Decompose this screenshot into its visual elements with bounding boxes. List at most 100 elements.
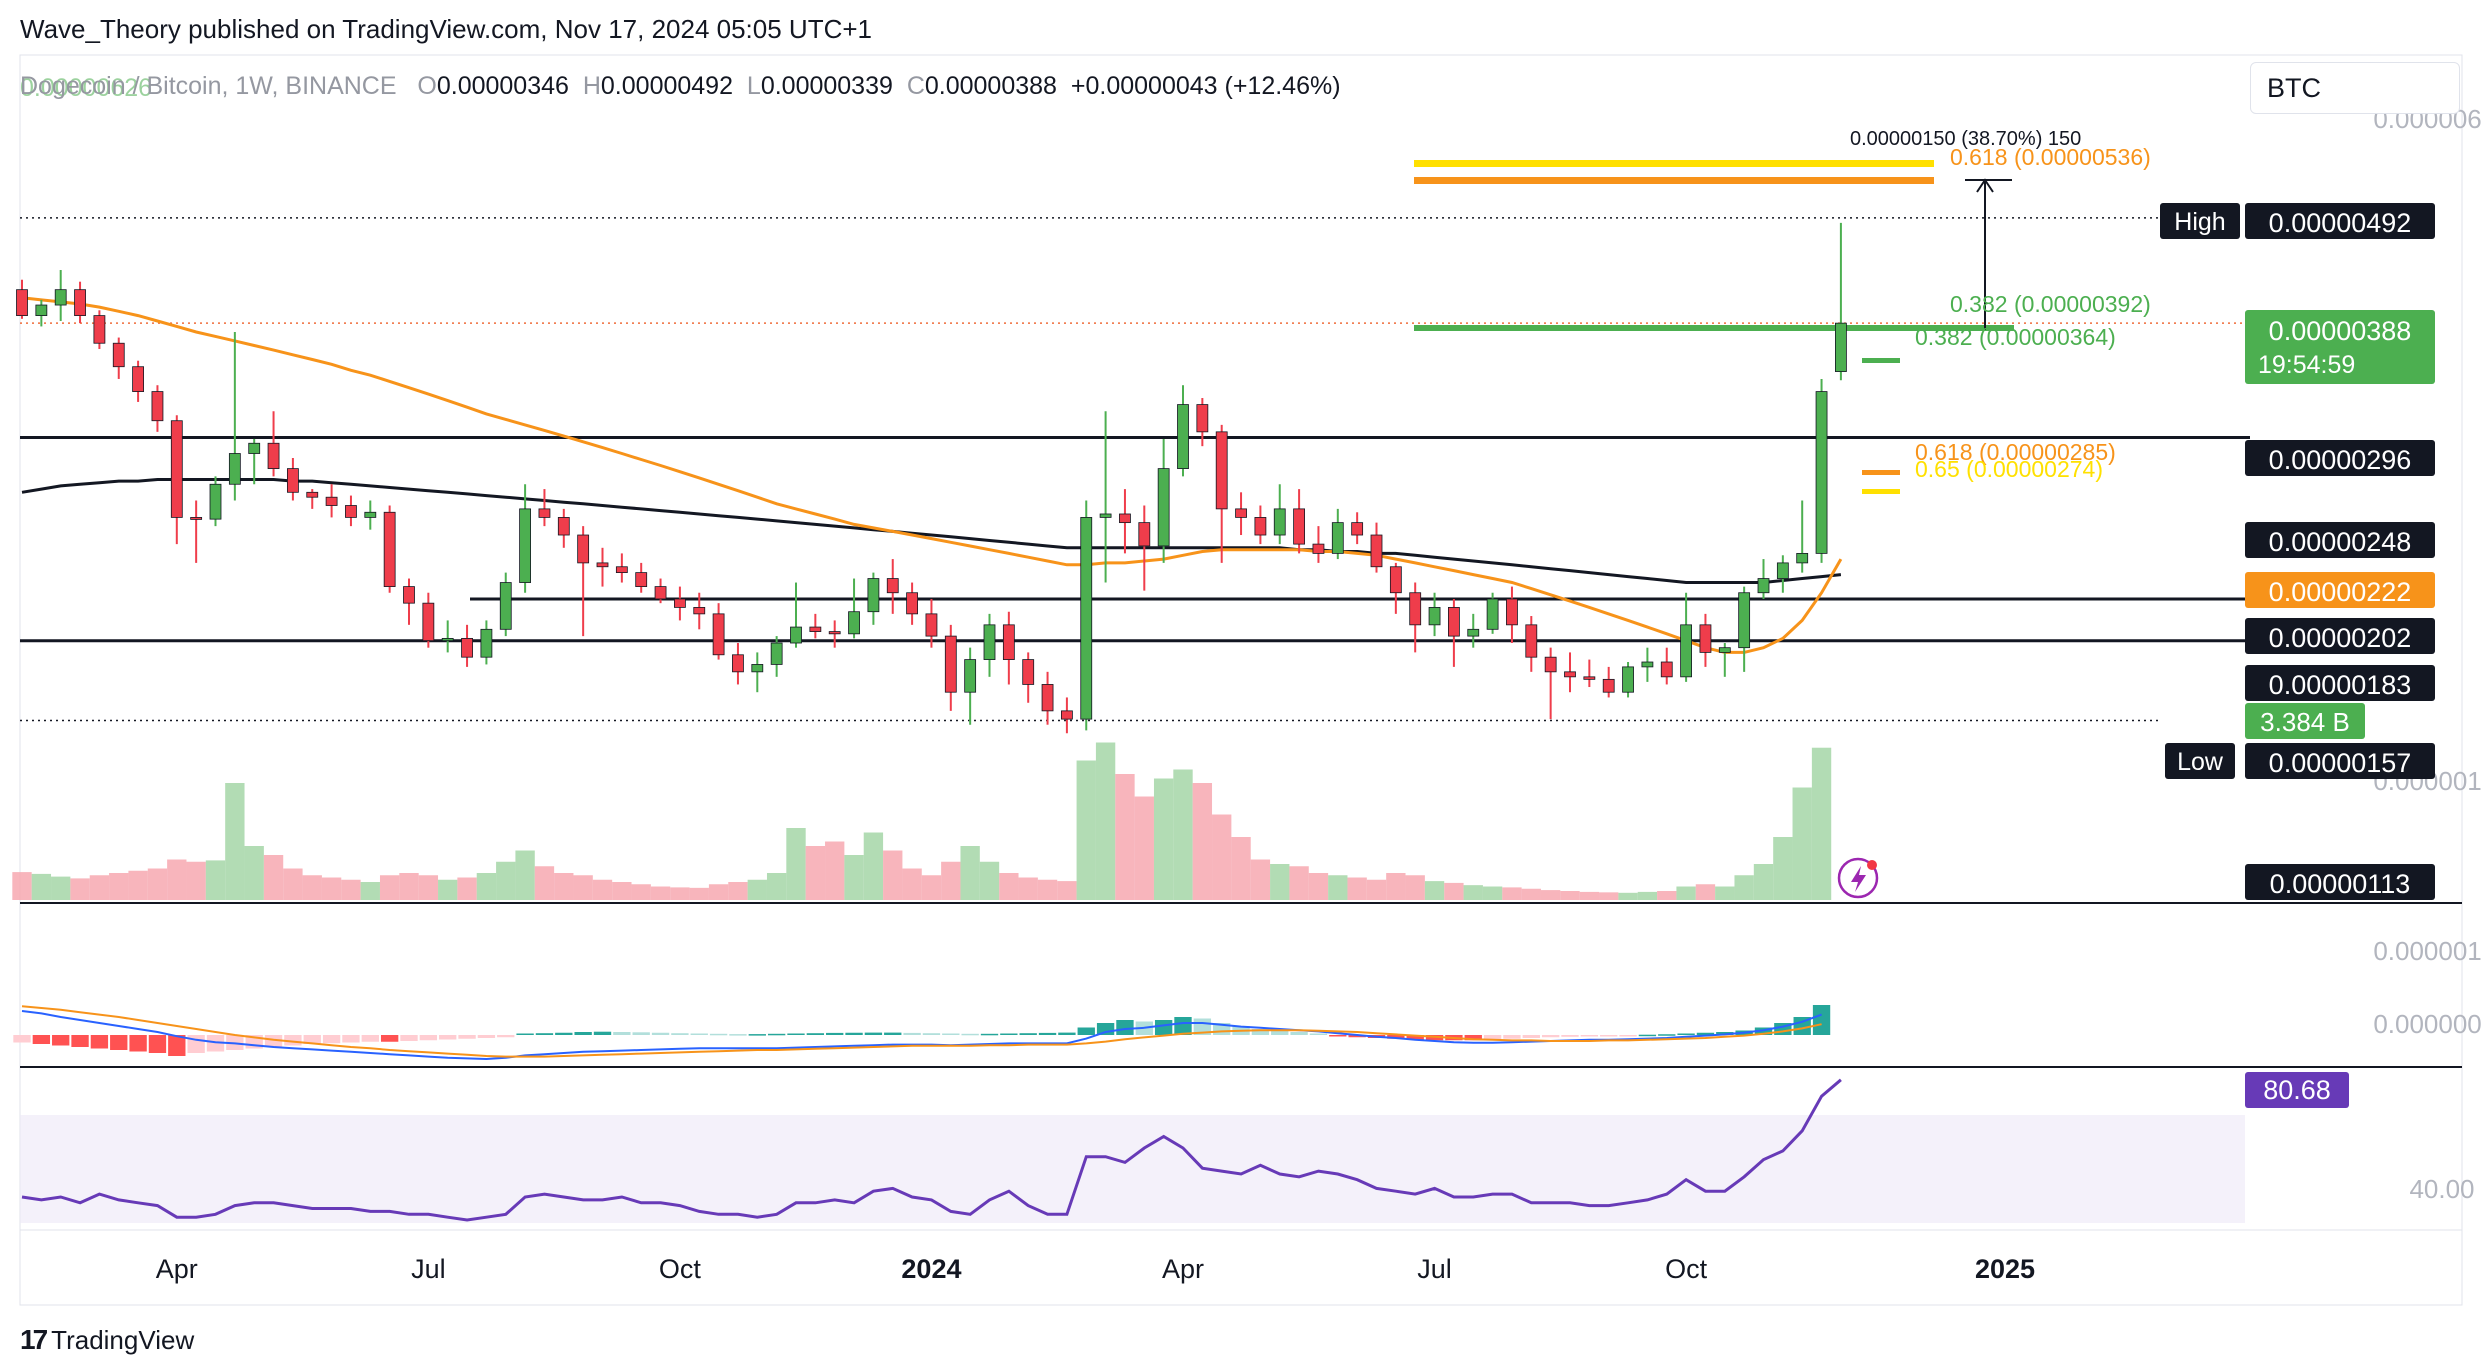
- candle: [867, 572, 880, 625]
- macd-histogram-bar: [419, 1035, 438, 1041]
- candle-body: [615, 566, 628, 574]
- candle: [132, 360, 145, 402]
- candle-body: [248, 442, 261, 454]
- macd-histogram-bar: [1387, 1035, 1405, 1039]
- candle: [1138, 505, 1151, 591]
- candle-body: [209, 483, 222, 520]
- price-tag-box: [2245, 440, 2435, 476]
- volume-bar: [1250, 859, 1271, 900]
- candle: [1099, 411, 1112, 583]
- candle-body: [693, 607, 706, 615]
- price-tag: 0.00000296: [2245, 440, 2435, 476]
- candle-body: [635, 572, 648, 587]
- macd-histogram-bar: [535, 1033, 554, 1035]
- macd-histogram-bar: [574, 1032, 592, 1035]
- volume-bar: [825, 841, 845, 900]
- volume-bar: [766, 873, 787, 900]
- fib-band-orange: [1414, 177, 1934, 184]
- volume-bar: [1560, 891, 1580, 900]
- candle-body: [519, 508, 531, 583]
- macd-histogram-bar: [671, 1033, 689, 1035]
- volume-bar: [31, 873, 52, 900]
- volume-bar: [186, 861, 206, 900]
- candle-body: [441, 637, 454, 642]
- price-tag-value: 0.00000492: [2269, 208, 2412, 238]
- candle-body: [1312, 543, 1325, 554]
- symbol-name[interactable]: Dogecoin / Bitcoin, 1W, BINANCE: [20, 72, 397, 100]
- fib-tick-orange: [1862, 470, 1900, 475]
- volume-bar: [1018, 877, 1038, 900]
- macd-histogram-bar: [1058, 1032, 1076, 1035]
- volume-bar: [379, 875, 400, 900]
- volume-bar: [1037, 879, 1058, 900]
- candle: [1660, 647, 1673, 685]
- candle: [557, 508, 570, 548]
- volume-bar: [283, 868, 303, 900]
- rsi-tag-box: [2245, 1072, 2349, 1108]
- candle-body: [1776, 562, 1789, 579]
- price-tag-value: 0.00000296: [2269, 445, 2412, 475]
- price-tag-value: 0.00000113: [2270, 869, 2411, 899]
- price-tag-box: [2245, 618, 2435, 654]
- candle: [1002, 611, 1015, 685]
- volume-bar: [999, 873, 1019, 900]
- candle-body: [267, 442, 280, 470]
- price-tag: 0.00000183: [2245, 665, 2435, 701]
- candle: [886, 559, 899, 614]
- macd-histogram-bar: [1812, 1005, 1831, 1035]
- price-tag-value: 0.00000248: [2269, 527, 2412, 557]
- macd-histogram-bar: [632, 1032, 650, 1035]
- tradingview-logo[interactable]: 17 TradingView: [20, 1324, 194, 1356]
- volume-bar: [89, 875, 110, 900]
- candle-body: [1409, 592, 1422, 626]
- macd-histogram-bar: [129, 1035, 147, 1052]
- macd-histogram-bar: [690, 1033, 708, 1035]
- tradingview-icon: 17: [20, 1324, 48, 1355]
- arrow-head-icon: [1976, 178, 1994, 193]
- candle: [74, 281, 86, 324]
- volume-bar: [805, 846, 826, 900]
- candle: [654, 578, 667, 604]
- volume-bar: [786, 828, 806, 900]
- candle-body: [1389, 566, 1402, 594]
- candle: [1602, 666, 1615, 698]
- low-label: Low: [2177, 748, 2224, 776]
- candle: [615, 553, 628, 583]
- price-tag-box: [2245, 743, 2435, 779]
- candle: [403, 578, 415, 625]
- candle-body: [1738, 592, 1751, 649]
- candle: [383, 505, 396, 593]
- candle: [519, 484, 531, 593]
- candle: [635, 562, 648, 593]
- candle: [441, 620, 454, 653]
- macd-histogram-bar: [90, 1035, 109, 1049]
- price-tag-box: [2245, 864, 2435, 900]
- open-label: O: [417, 72, 437, 100]
- volume-bar: [51, 876, 71, 900]
- candle-body: [1699, 624, 1712, 653]
- candle-body: [770, 642, 783, 665]
- candle-body: [848, 611, 860, 635]
- candle: [480, 620, 493, 665]
- candle-body: [1099, 513, 1112, 518]
- candle-body: [1196, 404, 1209, 433]
- candle-body: [1796, 552, 1809, 564]
- candle: [1041, 671, 1054, 725]
- volume-bar: [1618, 892, 1638, 900]
- candle: [1448, 598, 1460, 667]
- symbol-legend[interactable]: Dogecoin / Bitcoin, 1W, BINANCE O 0.00000…: [20, 72, 1341, 101]
- price-tag-value: 0.00000157: [2269, 748, 2412, 778]
- currency-selector[interactable]: BTC: [2250, 62, 2460, 114]
- candle: [1680, 592, 1692, 682]
- low-value: 0.00000339: [760, 72, 893, 100]
- candle-body: [538, 508, 551, 518]
- candle-body: [461, 637, 473, 658]
- candle: [1389, 562, 1402, 614]
- macd-histogram-bar: [1658, 1034, 1676, 1036]
- candle-body: [1448, 607, 1460, 637]
- volume-bar: [1308, 873, 1329, 900]
- volume-bar: [1076, 760, 1096, 900]
- price-tag: 0.00000157: [2245, 743, 2435, 779]
- macd-histogram-bar: [148, 1035, 167, 1053]
